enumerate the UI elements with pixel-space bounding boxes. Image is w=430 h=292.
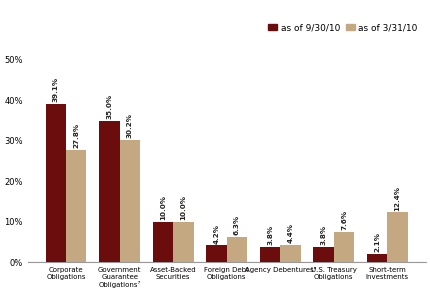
Bar — [153, 222, 173, 263]
Text: 10.0%: 10.0% — [180, 195, 186, 220]
Text: 3.8%: 3.8% — [321, 225, 327, 246]
Text: 3.8%: 3.8% — [267, 225, 273, 246]
Bar — [66, 150, 86, 263]
Bar — [120, 140, 140, 263]
Text: 35.0%: 35.0% — [107, 94, 113, 119]
Text: 10.0%: 10.0% — [160, 195, 166, 220]
Bar — [367, 254, 387, 263]
Bar — [334, 232, 354, 263]
Legend: as of 9/30/10, as of 3/31/10: as of 9/30/10, as of 3/31/10 — [264, 20, 421, 36]
Text: 4.2%: 4.2% — [214, 224, 220, 244]
Bar — [173, 222, 194, 263]
Bar — [313, 247, 334, 263]
Bar — [46, 104, 66, 263]
Text: 27.8%: 27.8% — [73, 123, 79, 148]
Bar — [99, 121, 120, 263]
Text: 30.2%: 30.2% — [127, 113, 133, 138]
Bar — [387, 212, 408, 263]
Bar — [206, 246, 227, 263]
Text: 7.6%: 7.6% — [341, 210, 347, 230]
Text: 4.4%: 4.4% — [288, 223, 293, 243]
Bar — [260, 247, 280, 263]
Text: 39.1%: 39.1% — [53, 77, 59, 102]
Text: 2.1%: 2.1% — [374, 232, 380, 252]
Text: 12.4%: 12.4% — [395, 185, 401, 211]
Bar — [227, 237, 247, 263]
Bar — [280, 245, 301, 263]
Text: 6.3%: 6.3% — [234, 215, 240, 235]
